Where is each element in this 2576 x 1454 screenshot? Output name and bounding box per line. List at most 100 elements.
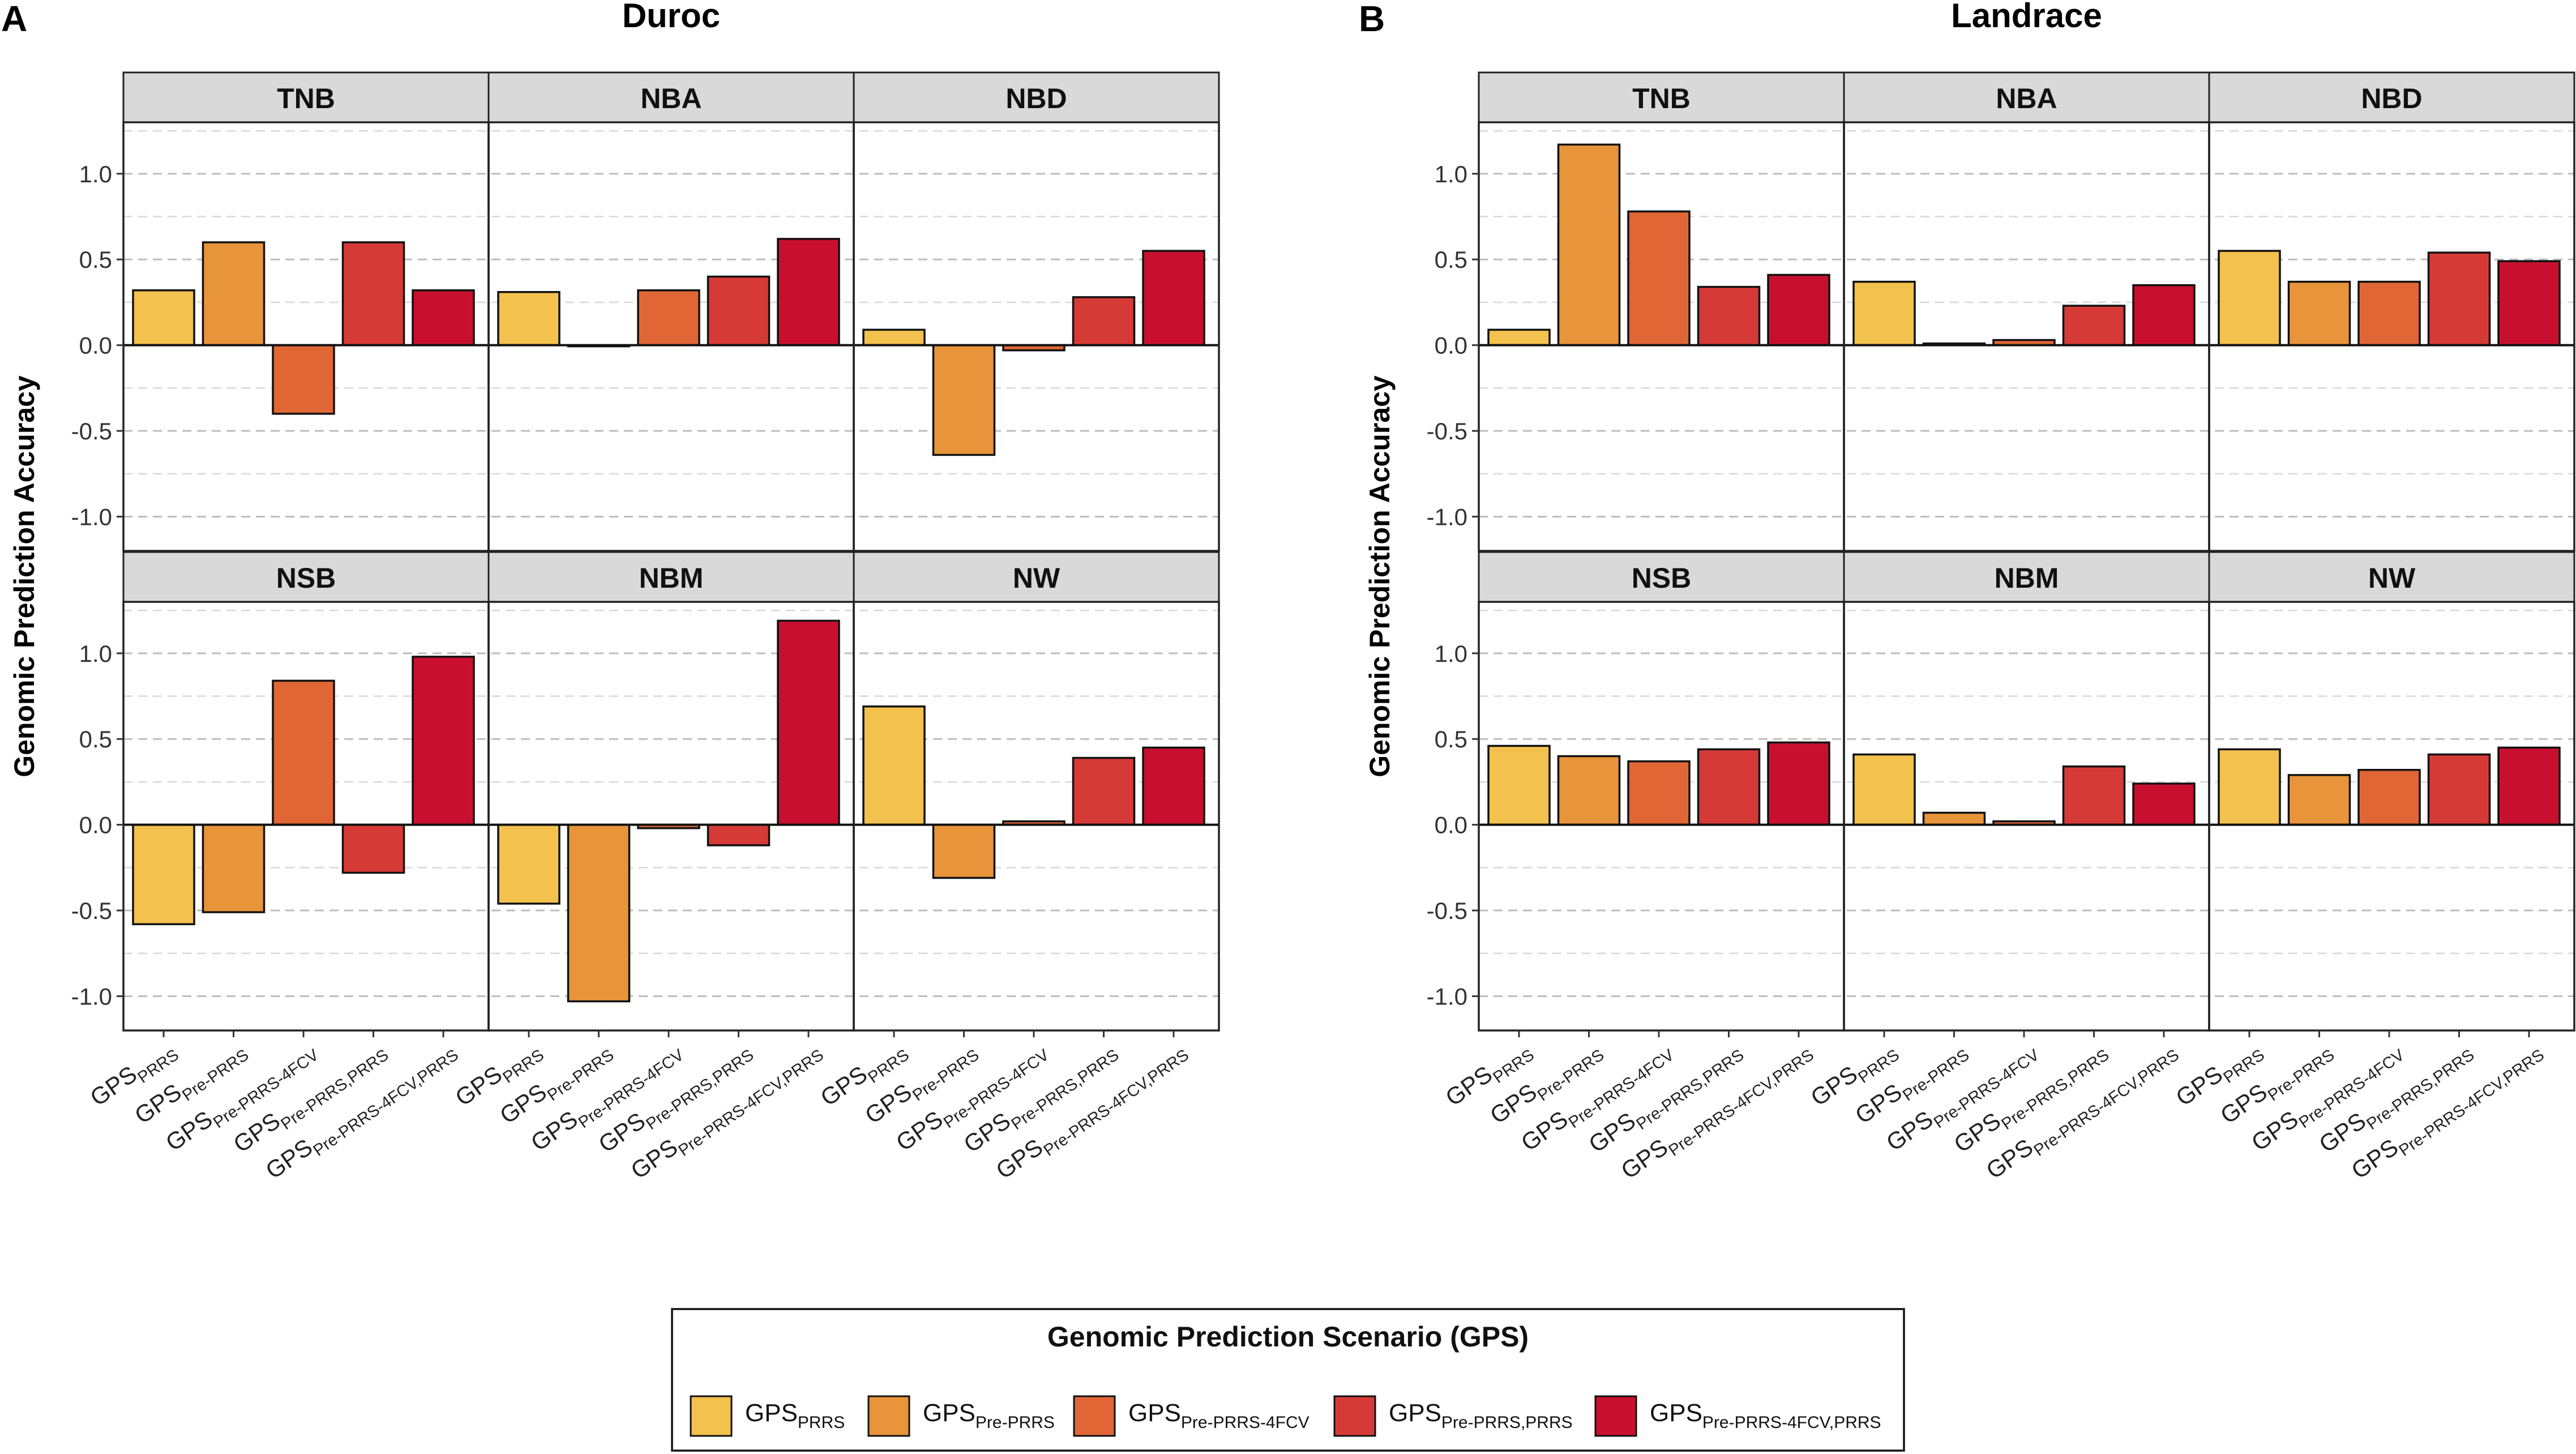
- facet-border: [2208, 121, 2575, 552]
- facet-strip: [853, 551, 1220, 603]
- bar: [1557, 755, 1621, 826]
- facet-nbd-bars: [862, 250, 1205, 456]
- bar: [202, 823, 266, 913]
- bar: [862, 705, 926, 826]
- gridlines: [1479, 609, 2574, 997]
- legend-entry-label: GPSPre-PRRS-4FCV: [1128, 1399, 1310, 1432]
- panel-title: Duroc: [622, 0, 720, 35]
- legend-swatch: [867, 1395, 910, 1437]
- bar: [1627, 760, 1691, 826]
- y-tick-label: -0.5: [1427, 418, 1467, 444]
- bar: [637, 289, 700, 347]
- facet-label: TNB: [277, 83, 335, 114]
- facet-border: [853, 601, 1220, 1032]
- facet-strip: [1843, 71, 2210, 123]
- bar: [2357, 768, 2421, 826]
- bar: [2497, 260, 2561, 347]
- facet-strip: [853, 71, 1220, 123]
- legend-swatch: [1594, 1395, 1637, 1437]
- facet-label: NSB: [276, 562, 336, 594]
- bar: [412, 656, 475, 826]
- bar: [132, 823, 195, 926]
- bar: [2218, 250, 2281, 347]
- bar: [1852, 753, 1916, 826]
- bar: [497, 823, 560, 905]
- facet-tnb-bars: [132, 241, 475, 415]
- y-axis-label: Genomic Prediction Accuracy: [8, 375, 40, 777]
- y-tick-label: 0.0: [79, 812, 112, 839]
- y-tick-label: 1.0: [79, 161, 112, 187]
- bar: [567, 823, 631, 1003]
- legend-entry-label: GPSPre-PRRS-4FCV,PRRS: [1650, 1399, 1881, 1432]
- facet-nw-bars: [862, 705, 1205, 879]
- y-tick-label: 1.0: [79, 640, 112, 667]
- y-tick-label: 0.0: [1435, 812, 1467, 839]
- facet-strip: [487, 551, 855, 603]
- facet-nw-bars: [2218, 746, 2561, 826]
- bar: [341, 823, 405, 874]
- facet-strip: [122, 551, 490, 603]
- bar: [2132, 782, 2196, 826]
- bar: [707, 275, 771, 347]
- facet-nbm-bars: [497, 619, 840, 1003]
- panel-title: Landrace: [1951, 0, 2102, 35]
- bar: [777, 238, 840, 347]
- facet-tnb-bars: [1487, 143, 1830, 347]
- panels-layer: A Duroc Genomic Prediction Accuracy TNB NBA N…: [1, 0, 2575, 1184]
- legend-swatch: [1073, 1395, 1116, 1437]
- y-tick-label: 0.5: [79, 726, 112, 752]
- y-tick-label: -1.0: [71, 503, 112, 530]
- facet-label: NBA: [640, 83, 701, 114]
- y-tick-label: 1.0: [1435, 161, 1467, 187]
- bar: [932, 823, 996, 879]
- legend: Genomic Prediction Scenario (GPS) GPSPRRS…: [671, 1308, 1905, 1452]
- facet-label: NW: [1013, 562, 1060, 594]
- facet-label: NSB: [1632, 562, 1692, 594]
- legend-swatch: [690, 1395, 733, 1437]
- bar: [1142, 250, 1205, 347]
- bar: [932, 344, 996, 456]
- facet-nsb-bars: [1487, 741, 1830, 826]
- facet-nbd-bars: [2218, 250, 2561, 347]
- facet-label: TNB: [1632, 83, 1691, 114]
- y-tick-label: 0.5: [1435, 246, 1467, 273]
- bar: [707, 823, 771, 846]
- bar: [412, 289, 475, 347]
- y-tick-label: 1.0: [1435, 640, 1467, 667]
- y-tick-label: -1.0: [1427, 503, 1467, 530]
- y-tick-label: -1.0: [1427, 983, 1467, 1010]
- bar: [1072, 296, 1136, 347]
- facet-nsb-bars: [132, 656, 475, 926]
- bar: [1142, 746, 1205, 826]
- bar: [132, 289, 195, 347]
- facet-strip: [2208, 551, 2575, 603]
- bar: [2062, 765, 2126, 826]
- bar: [2062, 305, 2126, 347]
- bar: [2427, 251, 2491, 347]
- bar: [1487, 745, 1551, 826]
- legend-swatch: [1333, 1395, 1376, 1437]
- y-tick-label: -0.5: [71, 897, 112, 924]
- bar: [497, 291, 560, 347]
- y-tick-label: 0.0: [1435, 332, 1467, 359]
- bar: [862, 328, 926, 347]
- bar: [1487, 328, 1551, 347]
- facet-border: [2208, 601, 2575, 1032]
- facet-strip: [122, 71, 490, 123]
- bar: [2287, 280, 2351, 347]
- facet-strip: [487, 71, 855, 123]
- bar: [1922, 811, 1986, 826]
- y-axis-label: Genomic Prediction Accuracy: [1364, 375, 1396, 777]
- bar: [202, 241, 266, 347]
- y-tick-label: 0.5: [79, 246, 112, 273]
- bar: [1697, 748, 1761, 826]
- bar: [1072, 756, 1136, 826]
- panel-duroc: A Duroc Genomic Prediction Accuracy TNB NBA N…: [1, 0, 1220, 1184]
- facet-strip: [2208, 71, 2575, 123]
- y-tick-label: -0.5: [71, 418, 112, 444]
- bar: [2132, 284, 2196, 347]
- bar: [1852, 280, 1916, 347]
- facet-nbm-bars: [1852, 753, 2196, 826]
- bar: [1767, 741, 1830, 826]
- y-tick-label: 0.0: [79, 332, 112, 359]
